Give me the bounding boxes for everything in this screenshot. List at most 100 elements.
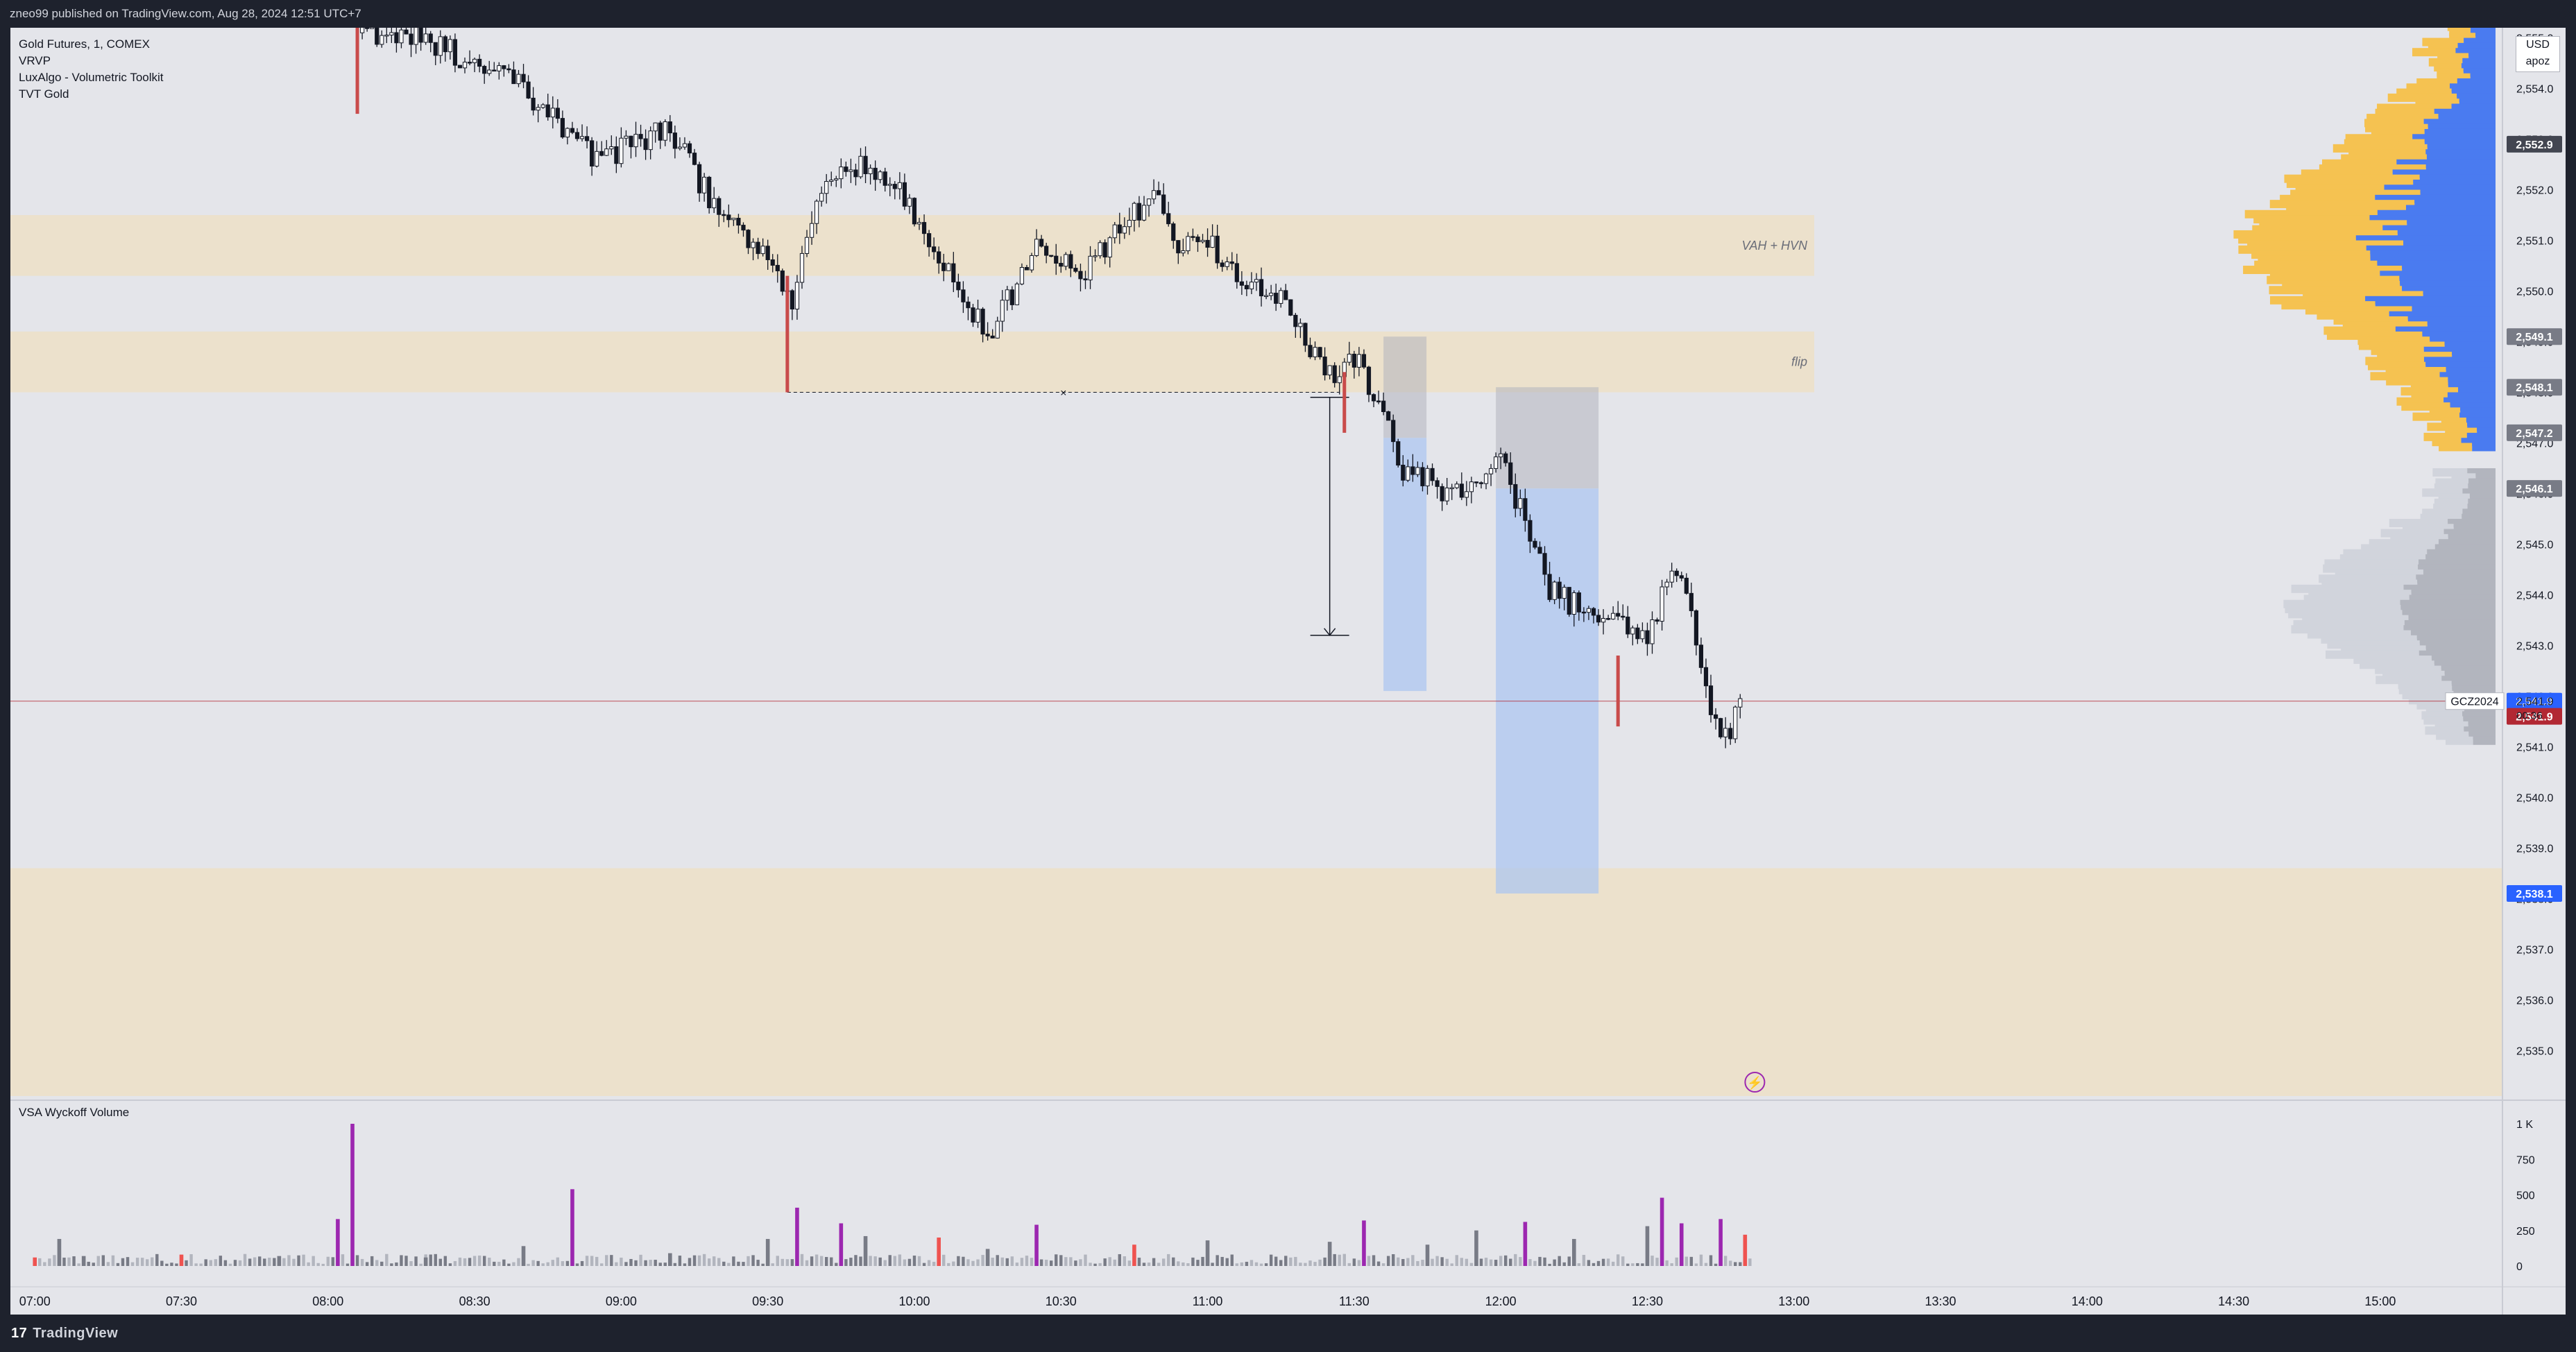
volume-bar (380, 1261, 384, 1266)
volume-bar (1172, 1257, 1175, 1266)
candle-body (633, 134, 638, 148)
zone-band (10, 215, 1814, 276)
candle-body (1547, 574, 1552, 600)
candle-body (882, 171, 887, 186)
candle-body (1645, 630, 1650, 644)
candle-body (946, 263, 951, 271)
volume-bar-highlight (1362, 1220, 1366, 1266)
profile-bar-down (2419, 174, 2496, 183)
time-tick-label: 10:30 (1046, 1294, 1077, 1308)
candle-body (1068, 254, 1073, 269)
candle-body (1552, 581, 1557, 600)
volume-bar (527, 1263, 530, 1266)
volume-bar (1294, 1256, 1297, 1266)
candle-body (1674, 570, 1679, 576)
volume-bar-highlight (765, 1239, 770, 1266)
volume-bar (185, 1260, 188, 1266)
volume-bar (1675, 1257, 1678, 1266)
volume-bar (1098, 1263, 1102, 1266)
candle-body (1317, 347, 1322, 358)
volume-bar (917, 1256, 921, 1266)
candle-body (809, 223, 814, 238)
candle-body (1117, 224, 1122, 234)
time-tick-label: 12:30 (1632, 1294, 1663, 1308)
volume-bar (121, 1258, 125, 1266)
indicator-legend-tvt[interactable]: TVT Gold (19, 87, 69, 101)
candle-body (1288, 299, 1293, 316)
candle-body (1146, 198, 1152, 206)
volume-bar (869, 1256, 872, 1266)
candle-body (545, 104, 550, 118)
candle-body (1430, 468, 1435, 481)
candle-body (1664, 581, 1669, 588)
volume-bar (546, 1262, 549, 1266)
candle-body (1508, 462, 1513, 485)
candle-body (1195, 237, 1200, 243)
volume-bar (1553, 1259, 1556, 1266)
volume-bar (561, 1261, 565, 1266)
price-badge-label: 2,547.2 (2516, 428, 2552, 440)
volume-bar (1397, 1257, 1400, 1266)
candle-body (814, 200, 819, 224)
profile-bar-gray (2446, 736, 2473, 745)
volume-bar (1318, 1259, 1322, 1266)
candle-body (540, 104, 545, 108)
volume-bar (1299, 1263, 1302, 1266)
volume-bar (713, 1256, 716, 1266)
volume-bar (688, 1258, 692, 1266)
volume-pane-title[interactable]: VSA Wyckoff Volume (19, 1106, 130, 1119)
price-tick-label: 2,550.0 (2516, 286, 2553, 298)
candle-body (1728, 728, 1733, 739)
candle-body (1718, 718, 1723, 737)
volume-bar (1728, 1260, 1732, 1266)
candle-body (360, 28, 365, 33)
volume-bar (1611, 1261, 1615, 1266)
candle-body (1234, 263, 1239, 282)
symbol-legend[interactable]: Gold Futures, 1, COMEX (19, 37, 150, 51)
zone-label: VAH + HVN (1741, 239, 1808, 253)
volume-bar (1704, 1263, 1708, 1266)
profile-bar-up (2301, 169, 2393, 178)
volume-bar (620, 1257, 623, 1266)
candle-body (1215, 235, 1220, 264)
currency-selector[interactable]: USD apoz (2516, 36, 2560, 72)
candle-body (760, 246, 765, 255)
candle-body (423, 33, 428, 43)
volume-bar (160, 1260, 164, 1266)
volume-bar (1010, 1256, 1014, 1266)
volume-bar (1641, 1263, 1644, 1266)
volume-bar (1186, 1263, 1190, 1266)
candle-body (1616, 613, 1621, 617)
time-tick-label: 07:00 (19, 1294, 51, 1308)
candle-body (497, 65, 502, 71)
volume-bar (429, 1254, 432, 1266)
candle-body (1459, 484, 1464, 498)
volume-bar (1739, 1262, 1742, 1266)
volume-bar (1225, 1258, 1229, 1266)
profile-bar-up (2439, 443, 2473, 452)
volume-bar (414, 1256, 418, 1266)
candle-body (682, 143, 688, 148)
volume-bar (331, 1257, 335, 1266)
candle-body (775, 264, 780, 271)
tradingview-logo[interactable]: 17 TradingView (11, 1326, 118, 1342)
candle-body (1024, 267, 1030, 271)
volume-bar (776, 1256, 779, 1266)
indicator-legend-vrvp[interactable]: VRVP (19, 54, 51, 67)
volume-bar (761, 1263, 765, 1266)
candle-body (1098, 242, 1102, 257)
indicator-legend-luxalgo[interactable]: LuxAlgo - Volumetric Toolkit (19, 71, 164, 84)
volume-bar (355, 1255, 359, 1266)
candle-body (1478, 482, 1484, 484)
candle-body (472, 58, 477, 63)
candle-body (521, 74, 526, 83)
volume-bar-highlight (937, 1238, 941, 1266)
volume-bar (43, 1262, 46, 1266)
volume-bar (556, 1257, 560, 1266)
volume-bar (854, 1255, 858, 1266)
candle-body (1181, 250, 1186, 254)
volume-profile-layer (2233, 28, 2496, 745)
candle-body (1630, 627, 1635, 635)
